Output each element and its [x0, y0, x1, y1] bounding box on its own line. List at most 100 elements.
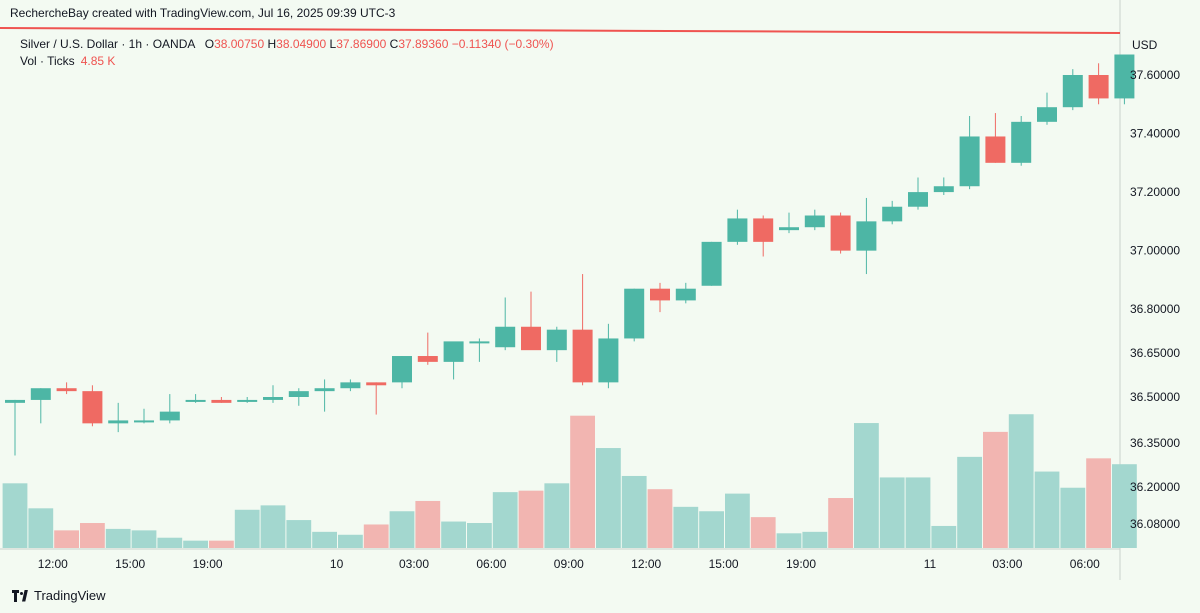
volume-bar — [312, 531, 337, 548]
candle-body — [340, 382, 361, 389]
volume-bar — [828, 498, 853, 548]
volume-bar — [286, 520, 312, 548]
volume-bar — [1112, 464, 1137, 548]
volume-bar — [570, 415, 595, 548]
volume-bar — [725, 493, 750, 548]
candle-body — [82, 391, 103, 424]
candle-body — [1114, 54, 1135, 99]
time-axis[interactable]: 12:00 15:00 19:00 10 03:00 06:00 09:00 12:00 15:… — [38, 557, 1100, 571]
volume-bar — [931, 525, 957, 548]
legend-row-price: Silver / U.S. Dollar · 1h · OANDA O38.00… — [20, 36, 554, 53]
volume-bar — [879, 477, 905, 548]
high-label: H — [267, 37, 277, 51]
volume-bar — [802, 531, 828, 548]
candle-body — [366, 382, 387, 386]
volume-bar — [854, 423, 879, 548]
symbol-label[interactable]: Silver / U.S. Dollar · 1h · OANDA — [20, 37, 196, 51]
price-axis[interactable]: 37.60000 37.40000 37.20000 37.00000 36.80000… — [1130, 68, 1180, 531]
candle-body — [830, 215, 851, 251]
volume-bars — [2, 414, 1137, 548]
candle-body — [288, 391, 309, 397]
volume-bar — [1060, 487, 1086, 548]
tradingview-logo-icon — [12, 589, 28, 602]
candle-body — [1011, 121, 1032, 163]
time-tick-label: 06:00 — [476, 557, 506, 571]
volume-bar — [621, 475, 647, 548]
candle-body — [314, 388, 335, 392]
candle-body — [159, 411, 180, 421]
chart-header: RechercheBay created with TradingView.co… — [10, 6, 396, 20]
volume-bar — [183, 540, 208, 548]
volume-bar — [209, 540, 234, 548]
candle-body — [908, 192, 928, 207]
time-tick-label: 12:00 — [38, 557, 68, 571]
price-tick-label: 36.20000 — [1130, 480, 1180, 494]
volume-bar — [492, 492, 518, 548]
candle-body — [546, 329, 567, 351]
candle-body — [624, 288, 645, 339]
candle-body — [56, 388, 77, 392]
price-tick-label: 37.60000 — [1130, 68, 1180, 82]
volume-bar — [363, 524, 389, 548]
time-tick-label: 06:00 — [1070, 557, 1100, 571]
candle-body — [572, 329, 593, 383]
volume-bar — [467, 523, 492, 548]
candle-body — [1062, 75, 1083, 108]
candle-body — [856, 221, 877, 251]
currency-label: USD — [1132, 38, 1158, 52]
volume-bar — [1086, 458, 1111, 548]
candle-body — [185, 399, 206, 402]
volume-bar — [131, 530, 157, 548]
top-accent-line — [0, 27, 1121, 34]
time-tick-label: 19:00 — [193, 557, 223, 571]
candle-body — [495, 326, 516, 348]
candle-body — [30, 388, 51, 400]
candle-body — [675, 288, 696, 301]
price-tick-label: 36.80000 — [1130, 302, 1180, 316]
ohlc-legend: Silver / U.S. Dollar · 1h · OANDA O38.00… — [20, 36, 554, 70]
candle-body — [779, 227, 799, 231]
time-tick-label: 12:00 — [631, 557, 661, 571]
volume-bar — [2, 483, 28, 548]
low-value: 37.86900 — [336, 37, 387, 51]
volume-bar — [750, 517, 776, 548]
price-tick-label: 36.50000 — [1130, 390, 1180, 404]
candle-body — [1037, 107, 1057, 122]
tradingview-footer[interactable]: TradingView — [12, 588, 106, 603]
candle-body — [211, 399, 232, 403]
time-tick-label: 09:00 — [554, 557, 584, 571]
legend-row-volume: Vol · Ticks 4.85 K — [20, 53, 554, 70]
low-label: L — [329, 37, 337, 51]
candle-body — [237, 399, 258, 402]
candle-body — [650, 288, 670, 301]
volume-value: 4.85 K — [80, 54, 116, 68]
candle-body — [521, 326, 541, 351]
price-tick-label: 36.08000 — [1130, 517, 1180, 531]
volume-label[interactable]: Vol · Ticks — [20, 54, 75, 68]
time-tick-label: 15:00 — [115, 557, 145, 571]
time-tick-label: 11 — [924, 557, 937, 571]
volume-bar — [389, 511, 415, 548]
candle-body — [804, 215, 825, 228]
volume-bar — [338, 534, 363, 548]
volume-bar — [544, 483, 570, 548]
volume-bar — [105, 528, 131, 548]
candle-body — [985, 136, 1006, 163]
price-tick-label: 37.00000 — [1130, 244, 1180, 258]
volume-bar — [699, 511, 724, 548]
volume-bar — [441, 521, 466, 548]
open-label: O — [204, 37, 215, 51]
volume-bar — [234, 509, 260, 548]
time-tick-label: 19:00 — [786, 557, 816, 571]
volume-bar — [1008, 414, 1034, 548]
candle-body — [598, 338, 619, 383]
volume-bar — [673, 506, 699, 548]
volume-bar — [518, 490, 544, 548]
candle-body — [469, 341, 490, 344]
volume-bar — [957, 456, 982, 548]
open-value: 38.00750 — [214, 37, 265, 51]
candle-body — [417, 356, 438, 362]
candle-body — [727, 218, 748, 242]
candle-body — [134, 420, 154, 423]
